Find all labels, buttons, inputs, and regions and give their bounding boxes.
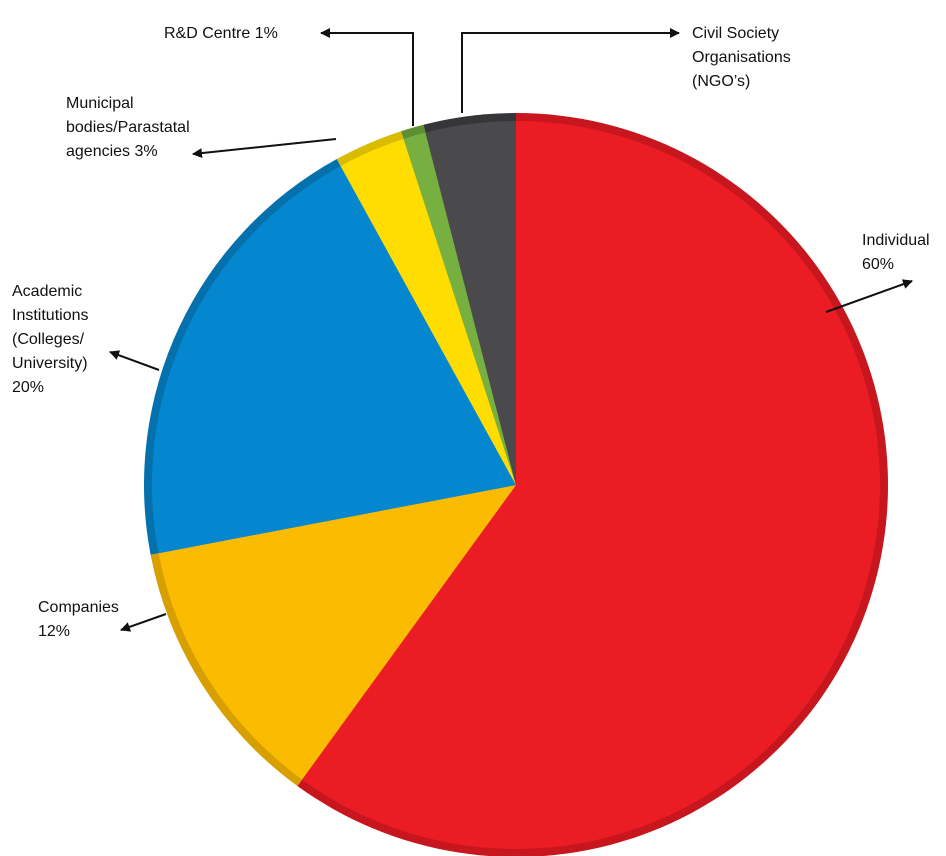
leader-line-rd-centre	[320, 28, 414, 126]
slice-label-companies: Companies 12%	[38, 599, 119, 640]
leader-line-individual	[825, 279, 913, 313]
slice-label-individual-line: Individual	[862, 232, 930, 249]
slice-label-individual: Individual 60%	[862, 232, 930, 273]
slice-label-academic-line: Institutions	[12, 307, 88, 324]
slice-label-municipal: Municipal bodies/Parastatal agencies 3%	[66, 95, 190, 160]
slice-label-academic: Academic Institutions (Colleges/University…	[12, 283, 88, 396]
slice-label-companies-line: Companies	[38, 599, 119, 616]
slice-label-ngo: Civil Society Organisations (NGO’s)	[692, 25, 791, 90]
slice-label-rd-centre: R&D Centre 1%	[164, 25, 278, 42]
slice-label-academic-line: 20%	[12, 379, 44, 396]
slice-label-municipal-line: Municipal	[66, 95, 134, 112]
pie-slice-rd-centre	[403, 132, 516, 485]
pie-slice-companies	[158, 485, 516, 780]
pie-slice-individual	[302, 121, 881, 849]
slice-labels: Individual 60% Companies 12% Academic Institu…	[12, 25, 930, 640]
pie-slice-academic	[152, 166, 516, 554]
slice-label-academic-line: (Colleges/	[12, 331, 85, 348]
slice-label-ngo-line: Organisations	[692, 49, 791, 66]
slice-label-ngo-line: (NGO’s)	[692, 73, 750, 90]
label-leader-lines	[109, 28, 913, 632]
slice-label-academic-line: University)	[12, 355, 88, 372]
leader-line-ngo	[461, 28, 680, 113]
leader-line-municipal	[192, 138, 337, 159]
leader-line-academic	[109, 350, 160, 371]
slice-label-municipal-line: bodies/Parastatal	[66, 119, 190, 136]
leader-line-companies	[120, 613, 167, 632]
slice-label-companies-line: 12%	[38, 623, 70, 640]
pie-slice-ngo	[425, 121, 516, 485]
slice-label-rd-centre-line: R&D Centre 1%	[164, 25, 278, 42]
slice-label-municipal-line: agencies 3%	[66, 143, 158, 160]
slice-label-academic-line: Academic	[12, 283, 82, 300]
pie-slice-municipal	[340, 138, 516, 485]
slice-label-individual-line: 60%	[862, 256, 894, 273]
pie-slices	[143, 113, 888, 856]
slice-label-ngo-line: Civil Society	[692, 25, 779, 42]
